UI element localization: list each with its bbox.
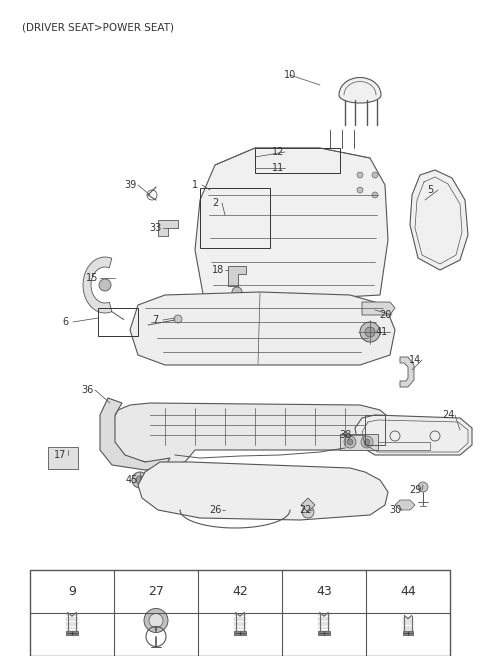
Bar	[318, 630, 330, 634]
Polygon shape	[195, 148, 388, 305]
Bar	[98, 308, 138, 336]
Text: 26: 26	[209, 505, 221, 515]
Text: 44: 44	[400, 585, 416, 598]
Circle shape	[361, 436, 373, 448]
Polygon shape	[400, 357, 414, 387]
Text: 2: 2	[212, 198, 218, 208]
Polygon shape	[362, 302, 395, 315]
Text: 11: 11	[272, 163, 284, 173]
Polygon shape	[301, 498, 315, 512]
Bar	[234, 630, 246, 634]
Circle shape	[174, 315, 182, 323]
Polygon shape	[340, 434, 378, 450]
Circle shape	[418, 482, 428, 492]
Bar	[255, 148, 340, 173]
Bar	[403, 631, 413, 634]
Circle shape	[364, 439, 370, 445]
Bar	[30, 570, 450, 656]
Circle shape	[132, 472, 148, 488]
Circle shape	[372, 192, 378, 198]
Text: 15: 15	[86, 273, 98, 283]
Polygon shape	[410, 170, 468, 270]
Text: 45: 45	[126, 475, 138, 485]
Bar	[66, 630, 78, 634]
Text: 6: 6	[62, 317, 68, 327]
Polygon shape	[355, 415, 472, 455]
Circle shape	[347, 439, 353, 445]
Polygon shape	[100, 398, 170, 470]
Circle shape	[365, 327, 375, 337]
Text: 20: 20	[379, 310, 391, 320]
Circle shape	[232, 287, 242, 297]
Text: 18: 18	[212, 265, 224, 275]
Text: 1: 1	[192, 180, 198, 190]
Bar	[375, 442, 430, 450]
Circle shape	[357, 172, 363, 178]
Circle shape	[136, 476, 144, 484]
Circle shape	[149, 613, 163, 628]
Text: 41: 41	[376, 327, 388, 337]
Polygon shape	[228, 266, 246, 286]
Text: 5: 5	[427, 185, 433, 195]
Bar	[48, 447, 78, 469]
Polygon shape	[130, 292, 395, 365]
Text: 27: 27	[148, 585, 164, 598]
Polygon shape	[158, 220, 178, 236]
Text: 17: 17	[54, 450, 66, 460]
Polygon shape	[83, 257, 112, 313]
Text: 42: 42	[232, 585, 248, 598]
Polygon shape	[138, 462, 388, 520]
Text: 10: 10	[284, 70, 296, 80]
Circle shape	[357, 187, 363, 193]
Text: 30: 30	[389, 505, 401, 515]
Text: (DRIVER SEAT>POWER SEAT): (DRIVER SEAT>POWER SEAT)	[22, 22, 174, 32]
Text: 12: 12	[272, 147, 284, 157]
Text: 36: 36	[81, 385, 93, 395]
Text: 43: 43	[316, 585, 332, 598]
Circle shape	[360, 322, 380, 342]
Text: 14: 14	[409, 355, 421, 365]
Circle shape	[372, 172, 378, 178]
Text: 39: 39	[124, 180, 136, 190]
Text: 9: 9	[68, 585, 76, 598]
Circle shape	[344, 436, 356, 448]
Circle shape	[99, 279, 111, 291]
Text: 33: 33	[149, 223, 161, 233]
Circle shape	[302, 506, 314, 518]
Text: 24: 24	[442, 410, 454, 420]
Polygon shape	[339, 77, 381, 103]
Polygon shape	[110, 403, 392, 465]
Text: 38: 38	[339, 430, 351, 440]
Text: 29: 29	[409, 485, 421, 495]
Text: 22: 22	[299, 505, 311, 515]
Polygon shape	[395, 500, 415, 510]
Bar	[200, 188, 270, 248]
Circle shape	[144, 609, 168, 632]
Text: 7: 7	[152, 315, 158, 325]
